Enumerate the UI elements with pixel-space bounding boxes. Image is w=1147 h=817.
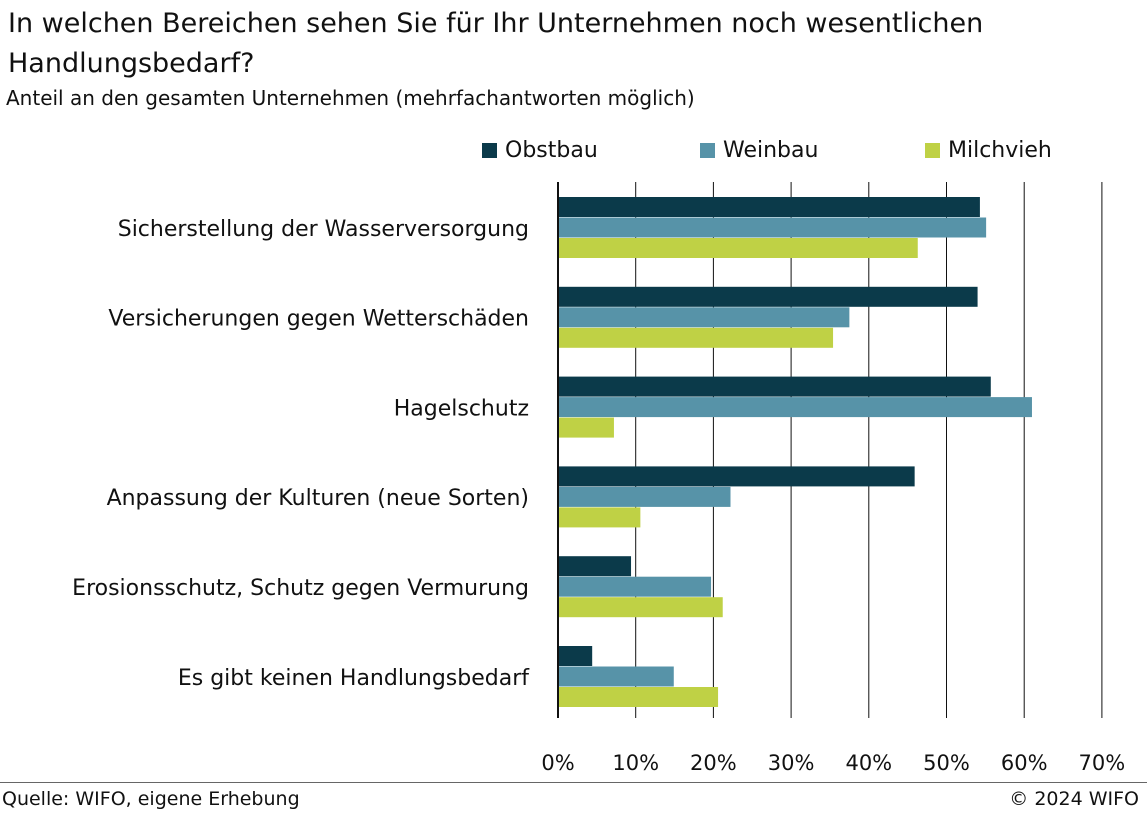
bar-weinbau — [558, 576, 712, 597]
bar-weinbau — [558, 666, 674, 687]
bar-milchvieh — [558, 238, 918, 258]
x-tick-label: 40% — [845, 751, 892, 775]
x-tick-label: 30% — [768, 751, 815, 775]
legend: Obstbau Weinbau Milchvieh — [470, 138, 1070, 170]
bar-milchvieh — [558, 507, 641, 528]
legend-item-obstbau: Obstbau — [482, 138, 598, 163]
category-label: Sicherstellung der Wasserversorgung — [118, 217, 529, 242]
x-tick-label: 60% — [1001, 751, 1048, 775]
legend-swatch-weinbau — [700, 143, 715, 158]
legend-swatch-milchvieh — [925, 143, 940, 158]
chart-subtitle: Anteil an den gesamten Unternehmen (mehr… — [6, 86, 695, 110]
chart-title: In welchen Bereichen sehen Sie für Ihr U… — [8, 8, 984, 79]
x-tick-label: 70% — [1079, 751, 1126, 775]
legend-item-weinbau: Weinbau — [700, 138, 818, 163]
category-label: Es gibt keinen Handlungsbedarf — [178, 666, 530, 691]
legend-label-milchvieh: Milchvieh — [948, 138, 1052, 163]
bar-weinbau — [558, 397, 1032, 418]
legend-label-weinbau: Weinbau — [723, 138, 819, 163]
legend-swatch-obstbau — [482, 143, 497, 158]
bar-weinbau — [558, 486, 731, 507]
bar-obstbau — [558, 197, 980, 217]
bar-milchvieh — [558, 417, 614, 438]
x-tick-label: 0% — [541, 751, 574, 775]
bar-obstbau — [558, 556, 632, 577]
bar-obstbau — [558, 466, 915, 487]
category-label: Anpassung der Kulturen (neue Sorten) — [107, 486, 529, 511]
bar-obstbau — [558, 376, 991, 397]
bar-obstbau — [558, 286, 978, 307]
bar-obstbau — [558, 646, 593, 666]
bar-milchvieh — [558, 687, 719, 707]
x-tick-label: 50% — [923, 751, 970, 775]
bar-weinbau — [558, 217, 987, 238]
footer-divider — [0, 782, 1147, 783]
category-label: Erosionsschutz, Schutz gegen Vermurung — [72, 576, 529, 601]
legend-label-obstbau: Obstbau — [505, 138, 598, 163]
x-tick-label: 10% — [612, 751, 659, 775]
x-tick-label: 20% — [690, 751, 737, 775]
category-label: Versicherungen gegen Wetterschäden — [108, 307, 529, 332]
bar-milchvieh — [558, 327, 834, 348]
bar-milchvieh — [558, 597, 723, 618]
source-note: Quelle: WIFO, eigene Erhebung — [2, 788, 300, 810]
category-label: Hagelschutz — [394, 396, 529, 421]
legend-item-milchvieh: Milchvieh — [925, 138, 1052, 163]
bar-weinbau — [558, 307, 850, 328]
copyright-note: © 2024 WIFO — [1009, 788, 1139, 810]
